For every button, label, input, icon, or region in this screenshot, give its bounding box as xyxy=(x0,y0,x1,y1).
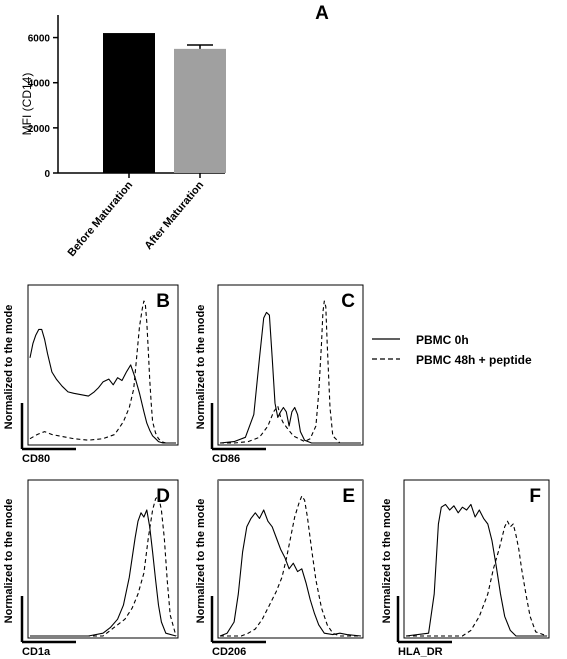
histogram-solid-line xyxy=(219,311,361,444)
x-axis-label-e: CD206 xyxy=(212,646,246,658)
legend-solid-label: PBMC 0h xyxy=(416,333,469,347)
bar-after-maturation xyxy=(174,48,226,173)
panel-e: E CD206 Normalized to the mode xyxy=(195,479,364,658)
histogram-solid-line xyxy=(405,503,547,637)
y-axis-label-a: MFI (CD14) xyxy=(20,73,34,136)
x-axis-label-d: CD1a xyxy=(22,646,51,658)
y-axis-label-c: Normalized to the mode xyxy=(195,305,207,430)
histogram-solid-line xyxy=(219,509,362,637)
plot-frame xyxy=(217,479,364,639)
x-axis-label-f: HLA_DR xyxy=(398,646,443,658)
histogram-solid-line xyxy=(30,509,177,637)
panel-f: F HLA_DR Normalized to the mode xyxy=(381,479,550,658)
y-tick-label-a: 2000 xyxy=(28,124,51,135)
x-axis-label-c: CD86 xyxy=(212,453,240,465)
legend-dashed-label: PBMC 48h + peptide xyxy=(416,353,532,367)
y-axis-label-b: Normalized to the mode xyxy=(3,305,15,430)
histogram-dashed-line xyxy=(406,520,548,637)
bar-before-maturation xyxy=(103,33,155,173)
histogram-panels: B CD80 Normalized to the mode C CD86 Normaliz… xyxy=(3,284,550,658)
x-tick-label-a: Before Maturation xyxy=(66,179,136,259)
histogram-dashed-line xyxy=(29,300,176,444)
panel-a: A MFI (CD14) 0 2000 4000 6000 Before Maturat… xyxy=(20,3,329,259)
plot-frame xyxy=(27,479,179,639)
plot-frame xyxy=(217,284,364,446)
legend: PBMC 0h PBMC 48h + peptide xyxy=(372,333,532,367)
x-tick-label-a: After Maturation xyxy=(142,179,206,252)
panel-label-c: C xyxy=(341,291,355,312)
histogram-solid-line xyxy=(29,328,176,444)
panel-label-b: B xyxy=(156,291,170,312)
panel-b: B CD80 Normalized to the mode xyxy=(3,284,179,465)
y-axis-label-f: Normalized to the mode xyxy=(381,499,393,624)
histogram-dashed-line xyxy=(220,495,361,637)
plot-frame xyxy=(403,479,550,639)
panel-label-f: F xyxy=(529,486,541,507)
panel-label-a: A xyxy=(315,3,329,24)
panel-label-e: E xyxy=(342,486,355,507)
x-axis-label-b: CD80 xyxy=(22,453,50,465)
panel-label-d: D xyxy=(156,486,170,507)
y-axis-label-e: Normalized to the mode xyxy=(195,499,207,624)
panel-c: C CD86 Normalized to the mode xyxy=(195,284,364,465)
plot-frame xyxy=(27,284,179,446)
y-axis-label-d: Normalized to the mode xyxy=(3,499,15,624)
y-tick-label-a: 4000 xyxy=(28,79,51,90)
y-tick-label-a: 6000 xyxy=(28,34,51,45)
panel-d: D CD1a Normalized to the mode xyxy=(3,479,179,658)
y-tick-label-a: 0 xyxy=(44,169,50,180)
